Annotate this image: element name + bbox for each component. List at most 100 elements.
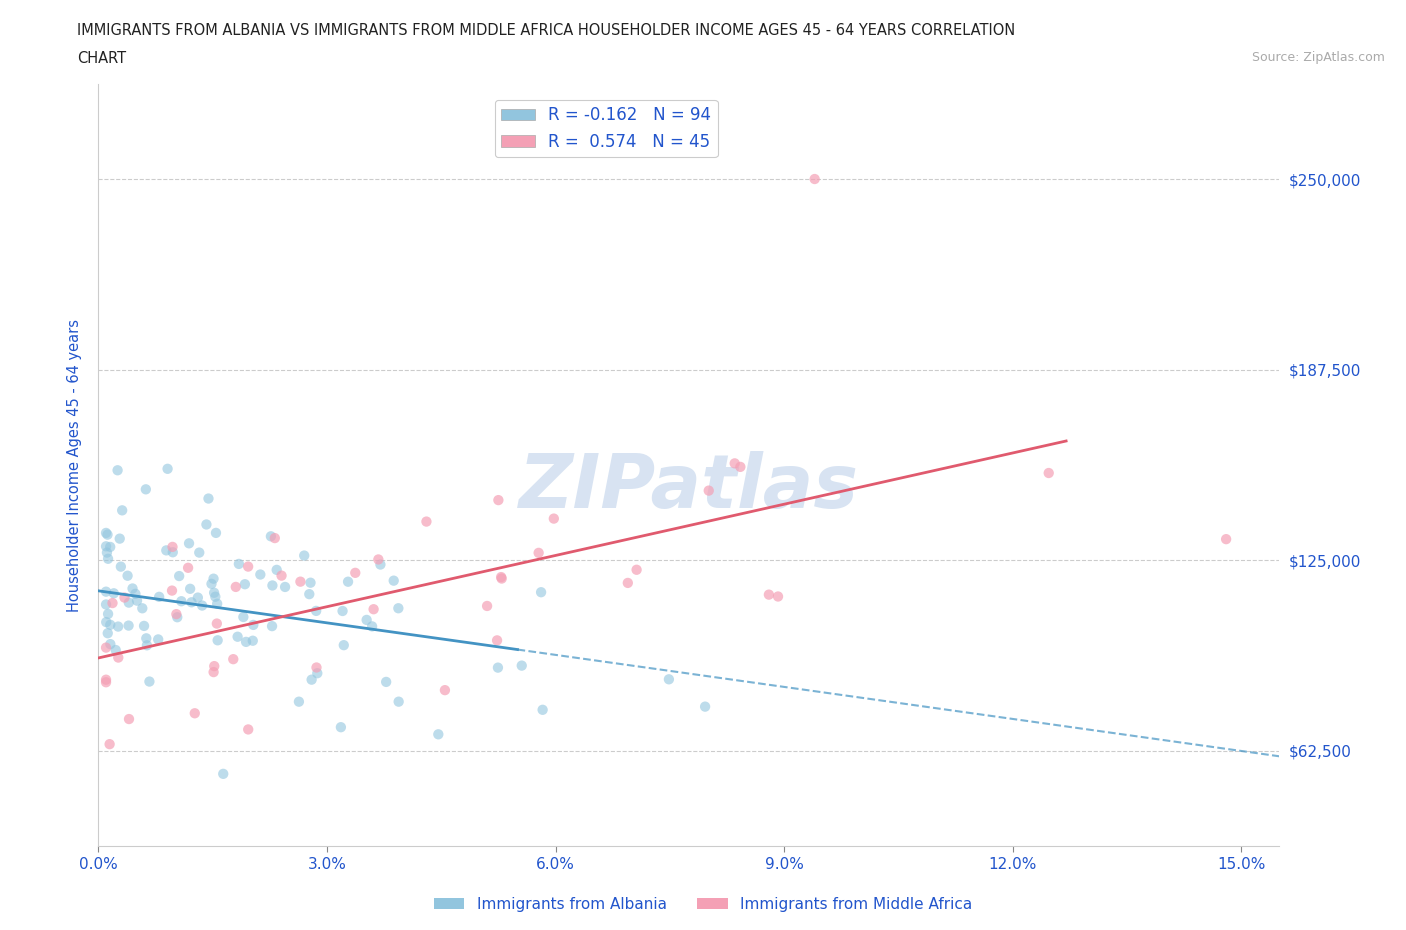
Point: [766, 589, 789, 604]
Point: [110, 559, 132, 574]
Point: [491, 571, 513, 586]
Point: [204, 590, 226, 604]
Point: [177, 536, 200, 551]
Point: [107, 650, 129, 665]
Point: [96, 527, 118, 542]
Point: [530, 585, 553, 600]
Point: [155, 543, 177, 558]
Point: [167, 568, 190, 583]
Point: [375, 674, 398, 689]
Point: [305, 660, 328, 675]
Point: [202, 665, 225, 680]
Point: [104, 643, 127, 658]
Point: [361, 619, 384, 634]
Point: [94, 675, 117, 690]
Point: [626, 563, 648, 578]
Point: [693, 699, 716, 714]
Point: [205, 596, 228, 611]
Point: [333, 638, 356, 653]
Point: [531, 702, 554, 717]
Point: [658, 671, 681, 686]
Point: [803, 171, 825, 186]
Point: [118, 595, 141, 610]
Point: [486, 493, 509, 508]
Point: [307, 666, 329, 681]
Point: [758, 587, 780, 602]
Point: [191, 598, 214, 613]
Point: [166, 610, 188, 625]
Point: [184, 706, 207, 721]
Point: [117, 568, 139, 583]
Point: [132, 618, 155, 633]
Point: [94, 597, 117, 612]
Point: [205, 525, 228, 540]
Point: [232, 609, 254, 624]
Point: [697, 484, 720, 498]
Point: [98, 637, 121, 652]
Point: [226, 630, 249, 644]
Point: [370, 557, 392, 572]
Point: [135, 631, 157, 645]
Point: [337, 575, 360, 590]
Point: [263, 531, 285, 546]
Point: [299, 576, 322, 591]
Text: IMMIGRANTS FROM ALBANIA VS IMMIGRANTS FROM MIDDLE AFRICA HOUSEHOLDER INCOME AGES: IMMIGRANTS FROM ALBANIA VS IMMIGRANTS FR…: [77, 23, 1015, 38]
Point: [235, 634, 257, 649]
Point: [236, 559, 259, 574]
Point: [135, 482, 157, 497]
Point: [730, 459, 752, 474]
Point: [187, 591, 209, 605]
Point: [238, 722, 260, 737]
Point: [97, 551, 120, 566]
Point: [388, 694, 411, 709]
Point: [114, 591, 136, 605]
Point: [486, 660, 509, 675]
Point: [162, 539, 184, 554]
Point: [301, 672, 323, 687]
Point: [202, 585, 225, 600]
Text: Source: ZipAtlas.com: Source: ZipAtlas.com: [1251, 51, 1385, 64]
Point: [225, 579, 247, 594]
Point: [298, 587, 321, 602]
Point: [118, 711, 141, 726]
Point: [97, 606, 120, 621]
Point: [266, 563, 288, 578]
Point: [195, 517, 218, 532]
Point: [101, 595, 124, 610]
Y-axis label: Householder Income Ages 45 - 64 years: Householder Income Ages 45 - 64 years: [67, 318, 83, 612]
Point: [197, 491, 219, 506]
Point: [262, 578, 284, 593]
Point: [260, 529, 283, 544]
Point: [94, 672, 117, 687]
Point: [222, 652, 245, 667]
Point: [121, 581, 143, 596]
Point: [329, 720, 352, 735]
Point: [111, 503, 134, 518]
Point: [292, 548, 315, 563]
Point: [1215, 532, 1237, 547]
Point: [117, 618, 139, 633]
Point: [180, 595, 202, 610]
Point: [94, 538, 117, 553]
Point: [305, 604, 328, 618]
Point: [162, 545, 184, 560]
Point: [165, 606, 187, 621]
Point: [200, 577, 222, 591]
Point: [98, 539, 121, 554]
Point: [125, 593, 148, 608]
Point: [131, 601, 153, 616]
Point: [170, 593, 193, 608]
Point: [179, 581, 201, 596]
Point: [242, 633, 264, 648]
Point: [475, 599, 498, 614]
Point: [527, 545, 550, 560]
Point: [724, 456, 747, 471]
Point: [108, 531, 131, 546]
Point: [387, 601, 409, 616]
Point: [1038, 466, 1060, 481]
Point: [107, 463, 129, 478]
Point: [288, 694, 311, 709]
Point: [138, 674, 160, 689]
Point: [543, 512, 565, 526]
Point: [160, 583, 183, 598]
